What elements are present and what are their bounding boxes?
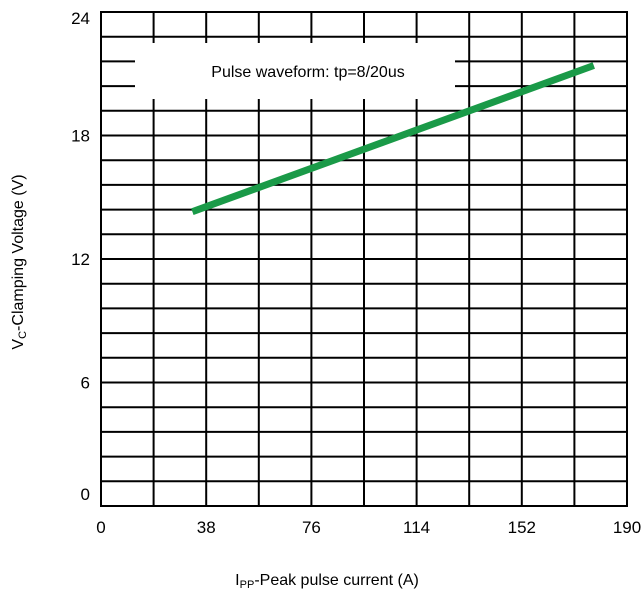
series-line-0 (191, 62, 595, 215)
plot-border (100, 11, 628, 507)
series-layer (191, 62, 595, 215)
y-axis-label-subscript: C (17, 331, 29, 339)
x-tick-label: 114 (403, 518, 430, 537)
x-tick-label: 38 (197, 518, 216, 537)
y-axis-label-main: V (10, 339, 27, 350)
y-axis-label-rest: -Clamping Voltage (V) (10, 174, 27, 331)
y-tick-label: 12 (71, 250, 90, 269)
y-tick-label: 24 (71, 9, 90, 28)
x-axis-label: IPP-Peak pulse current (A) (235, 572, 419, 591)
x-axis-label-subscript: PP (240, 579, 255, 591)
x-tick-label: 0 (96, 518, 105, 537)
x-axis-label-rest: -Peak pulse current (A) (254, 572, 419, 589)
y-tick-label: 18 (71, 127, 90, 146)
x-tick-label: 152 (508, 518, 536, 537)
x-axis-label-main: I (235, 572, 239, 589)
y-tick-label: 0 (81, 485, 90, 504)
x-tick-labels: 0 38 76 114 152 190 (96, 518, 641, 537)
y-axis-label: VC-Clamping Voltage (V) (10, 174, 29, 349)
x-tick-label: 76 (302, 518, 321, 537)
y-tick-labels: 0 6 12 18 24 (71, 9, 90, 504)
x-tick-label: 190 (613, 518, 641, 537)
annotation-text: Pulse waveform: tp=8/20us (211, 64, 404, 81)
annotation-box (135, 43, 455, 99)
y-tick-label: 6 (81, 374, 90, 393)
